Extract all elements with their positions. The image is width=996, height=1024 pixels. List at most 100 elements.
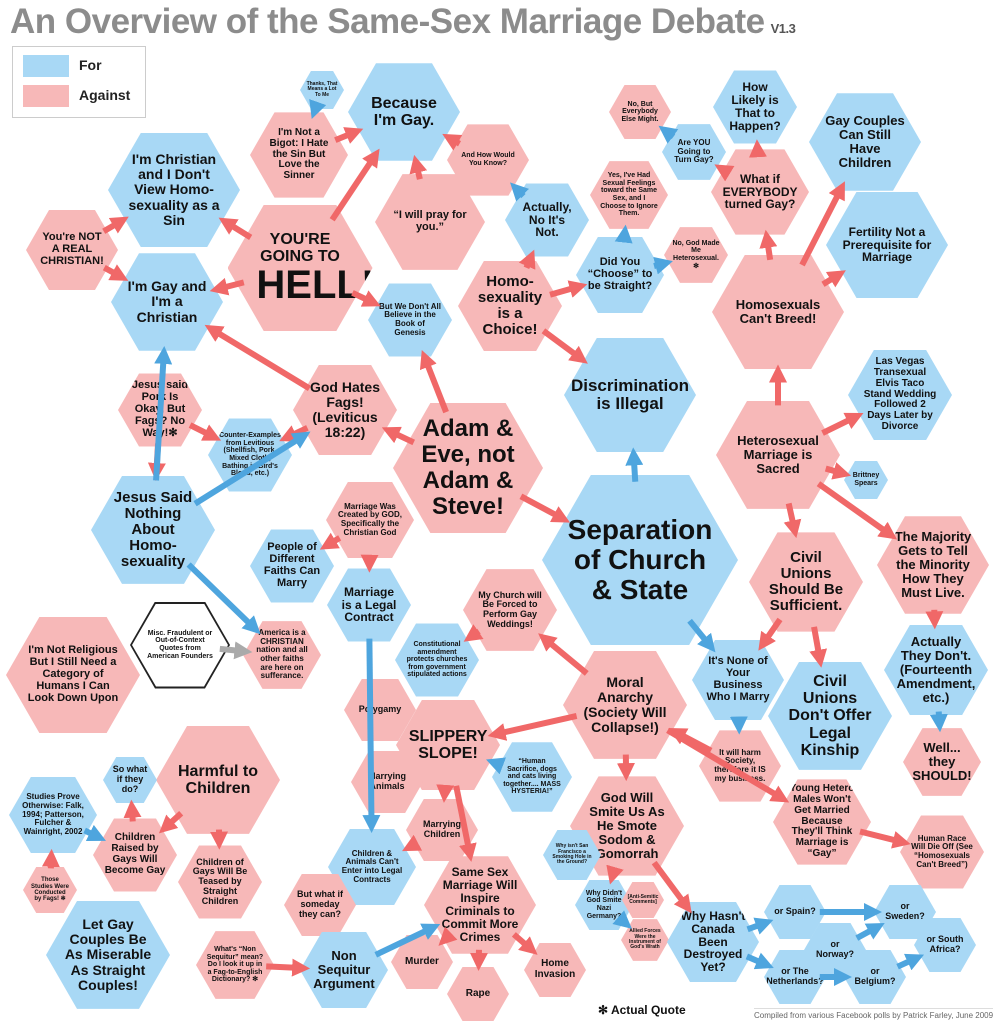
node-text: Heterosexual Marriage is Sacred [737, 432, 819, 476]
node-text: “I will pray for you.” [393, 209, 467, 233]
node-text: Same Sex Marriage Will Inspire Criminals… [441, 865, 519, 944]
node-text: Children Raised by Gays Will Become Gay [104, 832, 166, 876]
node-text: Why isn't San Francisco a Smoking Hole i… [552, 843, 592, 866]
node-teased: Children of Gays Will Be Teased by Strai… [178, 845, 262, 919]
node-text: Non Sequitur Argument [313, 947, 375, 991]
node-text: Why Didn't God Smite Nazi Germany? [585, 889, 623, 920]
node-text: You're NOT A REAL CHRISTIAN! [40, 231, 104, 267]
node-text: What if EVERYBODY turned Gay? [722, 171, 798, 212]
arrow-harmful-to-raised [158, 811, 184, 834]
arrow-youngm-to-extinct [859, 828, 911, 849]
arrow-godhates-to-counter [279, 425, 309, 442]
legend: For Against [12, 46, 146, 118]
node-text: Thanks, That Means a Lot To Me [306, 80, 338, 98]
node-someday: But what if someday they can? [284, 873, 356, 937]
arrow-adam-to-godhates [381, 426, 416, 446]
node-text: Yes, I've Had Sexual Feelings toward the… [600, 172, 658, 218]
node-text: I'm Not Religious But I Still Need a Cat… [27, 644, 119, 704]
credit-line: Compiled from various Facebook polls by … [754, 1008, 994, 1020]
node-letgay: Let Gay Couples Be As Miserable As Strai… [46, 901, 170, 1009]
node-text: But We Don't All Believe in the Book of … [379, 301, 441, 337]
node-text: Those Studies Were Conducted by Fags! ✻ [31, 877, 69, 903]
arrow-canada-to-spain [746, 917, 774, 935]
node-text: So what if they do? [112, 764, 148, 794]
arrow-sacred-to-vegas [821, 412, 864, 436]
node-text: Marriage is a Legal Contract [341, 584, 397, 625]
legend-swatch-against [23, 85, 69, 107]
node-text: Studies Prove Otherwise: Falk, 1994; Pat… [22, 792, 84, 836]
node-text: Civil Unions Should Be Sufficient. [768, 548, 844, 615]
arrow-human-to-slippery [486, 757, 507, 775]
node-text: Constitutional amendment protects church… [406, 641, 468, 679]
arrow-notreal-to-gayxtian [102, 264, 129, 281]
arrow-sacred-to-brittney [824, 462, 852, 480]
node-text: Civil Unions Don't Offer Legal Kinship [788, 672, 872, 759]
arrow-pork-to-counter [188, 422, 222, 441]
arrow-sacred-to-majority [816, 481, 898, 540]
node-text: America is a CHRISTIAN nation and all ot… [256, 628, 308, 681]
arrow-pray-to-because [409, 154, 428, 180]
node-slippery: SLIPPERY SLOPE! [396, 699, 500, 791]
node-text: And How Would You Know? [461, 152, 515, 167]
arrow-separation-to-nonebiz [687, 618, 716, 653]
arrow-norway-to-sweden [855, 922, 885, 941]
node-extinct: Human Race Will Die Off (See “Homosexual… [900, 815, 984, 889]
node-text: Allied Forces Were the Instrument of God… [629, 928, 661, 951]
node-text: Because I'm Gay. [371, 94, 437, 129]
arrow-choice-to-choose [549, 280, 588, 298]
node-text: I'm Gay and I'm a Christian [127, 278, 207, 325]
arrow-raised-to-whatifdo [123, 799, 142, 822]
diagram-title: An Overview of the Same-Sex Marriage Deb… [10, 2, 796, 42]
version-label: V1.3 [770, 21, 796, 36]
node-text: No, But Everybody Else Might. [621, 100, 659, 123]
legend-swatch-for [23, 55, 69, 77]
node-text: Homo-sexuality is a Choice! [477, 272, 543, 339]
arrow-moral-to-slippery [487, 713, 578, 741]
arrow-nazi-to-allied [612, 910, 632, 929]
arrow-adam-to-separation [519, 493, 571, 523]
node-text: “Human Sacrifice, dogs and cats living t… [503, 758, 561, 796]
node-animals: Marrying Animals [351, 750, 423, 814]
arrow-choice-to-discrim [541, 328, 588, 364]
arrow-smite-to-nazi [606, 864, 624, 885]
arrow-notbigot-to-because [334, 127, 364, 144]
arrow-sequitur-to-nonseq [266, 958, 311, 977]
arrow-cantbreed-to-whatif [759, 229, 778, 261]
node-text: Marriage Was Created by GOD, Specificall… [337, 501, 402, 537]
arrow-cantbreed-to-fertility [821, 270, 846, 288]
node-notreligious: I'm Not Religious But I Still Need a Cat… [6, 616, 140, 734]
arrow-nonseq-to-criminals [374, 923, 441, 958]
arrow-misc-to-america [219, 641, 253, 660]
arrow-criminals-to-murder [438, 926, 458, 946]
node-text: Marrying Children [422, 819, 461, 839]
node-text: God Will Smite Us As He Smote Sodom & Go… [589, 789, 665, 862]
node-moral: Moral Anarchy (Society Will Collapse!) [563, 651, 687, 759]
node-text: Gay Couples Can Still Have Children [825, 112, 905, 171]
node-text: The Majority Gets to Tell the Minority H… [894, 528, 972, 601]
node-text: Human Race Will Die Off (See “Homosexual… [911, 833, 973, 869]
arrow-separation-to-discrim [625, 447, 644, 482]
arrow-choice-to-actually [518, 249, 536, 270]
node-choose: Did You “Choose” to be Straight? [576, 236, 664, 314]
node-nazi: Why Didn't God Smite Nazi Germany? [575, 879, 633, 931]
arrow-whatif-to-areyou [714, 164, 735, 182]
node-genesis: But We Don't All Believe in the Book of … [368, 283, 452, 357]
arrow-criminals-to-invasion [511, 932, 538, 955]
node-text: No, God Made Me Heterosexual. ✻ [672, 239, 720, 270]
arrow-civilsuff-to-civildont [809, 626, 828, 668]
node-text: or South Africa? [926, 934, 964, 954]
node-big-text: HELL! [256, 263, 375, 308]
node-text: Misc. Fraudulent or Out-of-Context Quote… [147, 629, 213, 660]
arrow-actually-to-howknow [510, 182, 530, 202]
node-text: Adam & Eve, not Adam & Steve! [421, 415, 515, 520]
node-text: Counter-Examples from Levitious (Shellfi… [219, 432, 281, 478]
arrow-hell-to-genesis [351, 290, 381, 307]
node-text: YOU'RE GOING TO HELL! [228, 231, 375, 308]
node-text: I'm Not a Bigot: I Hate the Sin But Love… [269, 126, 329, 182]
node-text: or Norway? [815, 939, 854, 959]
node-text: Discrimination is Illegal [570, 375, 690, 413]
node-adam: Adam & Eve, not Adam & Steve! [393, 402, 543, 534]
arrow-mychurch-to-const [463, 624, 484, 642]
arrow-studies-to-raised [83, 824, 106, 842]
